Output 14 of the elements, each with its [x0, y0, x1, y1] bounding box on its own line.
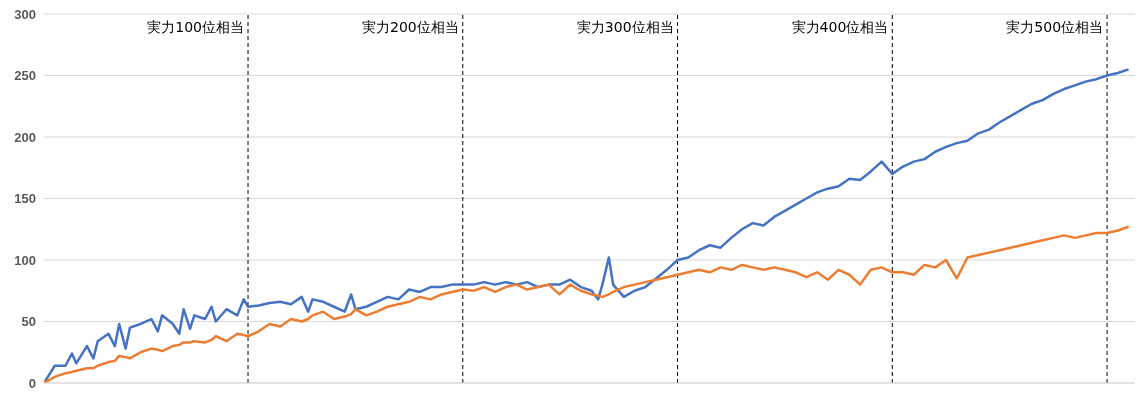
y-tick-label: 100 — [14, 252, 36, 268]
y-tick-label: 50 — [21, 314, 36, 330]
ref-line-label: 実力100位相当 — [147, 19, 245, 35]
y-tick-label: 300 — [14, 6, 36, 22]
y-tick-label: 150 — [14, 191, 36, 207]
ref-line-label: 実力200位相当 — [362, 19, 459, 35]
line-series — [44, 68, 1130, 383]
ref-line-label: 実力400位相当 — [791, 19, 889, 35]
y-tick-label: 250 — [14, 68, 36, 84]
ref-line-label: 実力300位相当 — [576, 19, 674, 35]
line-series — [44, 225, 1130, 383]
y-tick-label: 200 — [14, 129, 36, 145]
y-tick-label: 0 — [28, 375, 36, 391]
ref-line-label: 実力500位相当 — [1006, 19, 1104, 35]
